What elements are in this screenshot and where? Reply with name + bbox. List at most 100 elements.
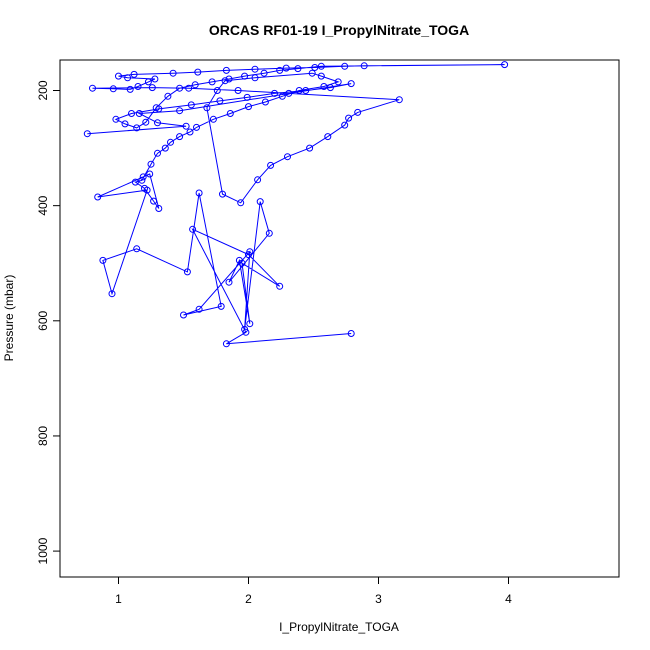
data-point (187, 101, 195, 109)
data-point (112, 115, 120, 123)
data-point (189, 225, 197, 233)
data-point (180, 311, 187, 319)
data-point (251, 74, 259, 82)
data-point (267, 161, 275, 169)
data-point (235, 256, 243, 264)
data-point (276, 66, 284, 74)
data-point (176, 133, 184, 141)
data-point (161, 144, 169, 152)
data-point (311, 64, 319, 71)
data-point (347, 330, 355, 337)
data-point (222, 66, 230, 74)
data-point (265, 229, 273, 237)
data-point (219, 190, 226, 198)
data-point (241, 325, 249, 333)
data-point (345, 114, 353, 122)
data-point (208, 78, 216, 86)
data-point (209, 115, 217, 123)
data-point (94, 193, 102, 201)
data-point (164, 92, 172, 100)
data-point (324, 133, 332, 141)
x-tick-label: 3 (375, 592, 382, 606)
data-point (225, 278, 233, 286)
data-point (193, 123, 200, 131)
data-point (133, 124, 141, 132)
plot-frame (59, 59, 620, 578)
data-point (147, 160, 155, 168)
data-point (83, 130, 91, 138)
data-point (216, 97, 224, 105)
data-point (194, 68, 202, 76)
data-point (341, 62, 349, 70)
y-tick-label: 600 (36, 310, 50, 330)
data-point (317, 62, 325, 70)
chart-title: ORCAS RF01-19 I_PropylNitrate_TOGA (209, 22, 469, 38)
data-point (195, 189, 203, 197)
data-point (276, 282, 284, 290)
data-point (203, 104, 211, 112)
data-point (182, 122, 190, 130)
data-point (155, 105, 163, 113)
data-point (334, 78, 342, 86)
data-point (237, 199, 245, 207)
data-point (260, 69, 268, 77)
data-point (133, 245, 141, 253)
data-point (222, 340, 230, 348)
data-point (302, 87, 310, 94)
data-point (124, 74, 132, 82)
x-axis-label: I_PropylNitrate_TOGA (279, 620, 399, 634)
data-point (148, 84, 156, 92)
data-point (99, 256, 107, 264)
x-tick-label: 1 (115, 592, 122, 606)
data-point (185, 84, 193, 92)
data-point (109, 85, 117, 93)
data-point (284, 153, 291, 161)
data-point (195, 305, 203, 313)
data-point (354, 108, 362, 116)
data-point (128, 110, 135, 117)
x-tick-label: 4 (505, 592, 512, 606)
data-point (251, 65, 259, 73)
data-point (131, 178, 139, 186)
data-point (246, 248, 254, 256)
data-point (226, 110, 234, 117)
data-point (146, 170, 154, 178)
y-tick-label: 400 (36, 195, 50, 215)
data-point (176, 84, 184, 92)
data-point (141, 184, 148, 192)
x-tick-label: 2 (245, 592, 252, 606)
data-point (241, 72, 249, 80)
data-point (155, 205, 163, 212)
data-point (144, 78, 152, 86)
data-point (191, 81, 199, 89)
data-point (139, 173, 147, 181)
data-point (243, 93, 251, 101)
data-point (360, 62, 368, 70)
data-point (225, 75, 233, 83)
data-point (186, 128, 194, 136)
data-point (142, 118, 150, 126)
series-line (87, 64, 505, 345)
data-point (285, 89, 293, 97)
data-point (294, 65, 302, 73)
data-point (121, 120, 129, 128)
data-point (151, 75, 159, 83)
data-point (271, 89, 278, 97)
data-point (217, 302, 225, 310)
data-point (213, 87, 221, 94)
x-axis: 1 2 3 4 (115, 576, 512, 606)
y-tick-label: 1000 (36, 537, 50, 564)
data-point (169, 69, 177, 77)
data-point (246, 320, 254, 328)
data-point (256, 198, 264, 206)
data-point (130, 70, 138, 78)
data-point (234, 87, 242, 94)
data-point (154, 119, 161, 127)
data-point (306, 144, 314, 152)
data-point (261, 98, 269, 106)
data-point (89, 84, 96, 92)
data-point (176, 107, 184, 115)
data-point (135, 110, 143, 117)
data-point (254, 176, 262, 184)
